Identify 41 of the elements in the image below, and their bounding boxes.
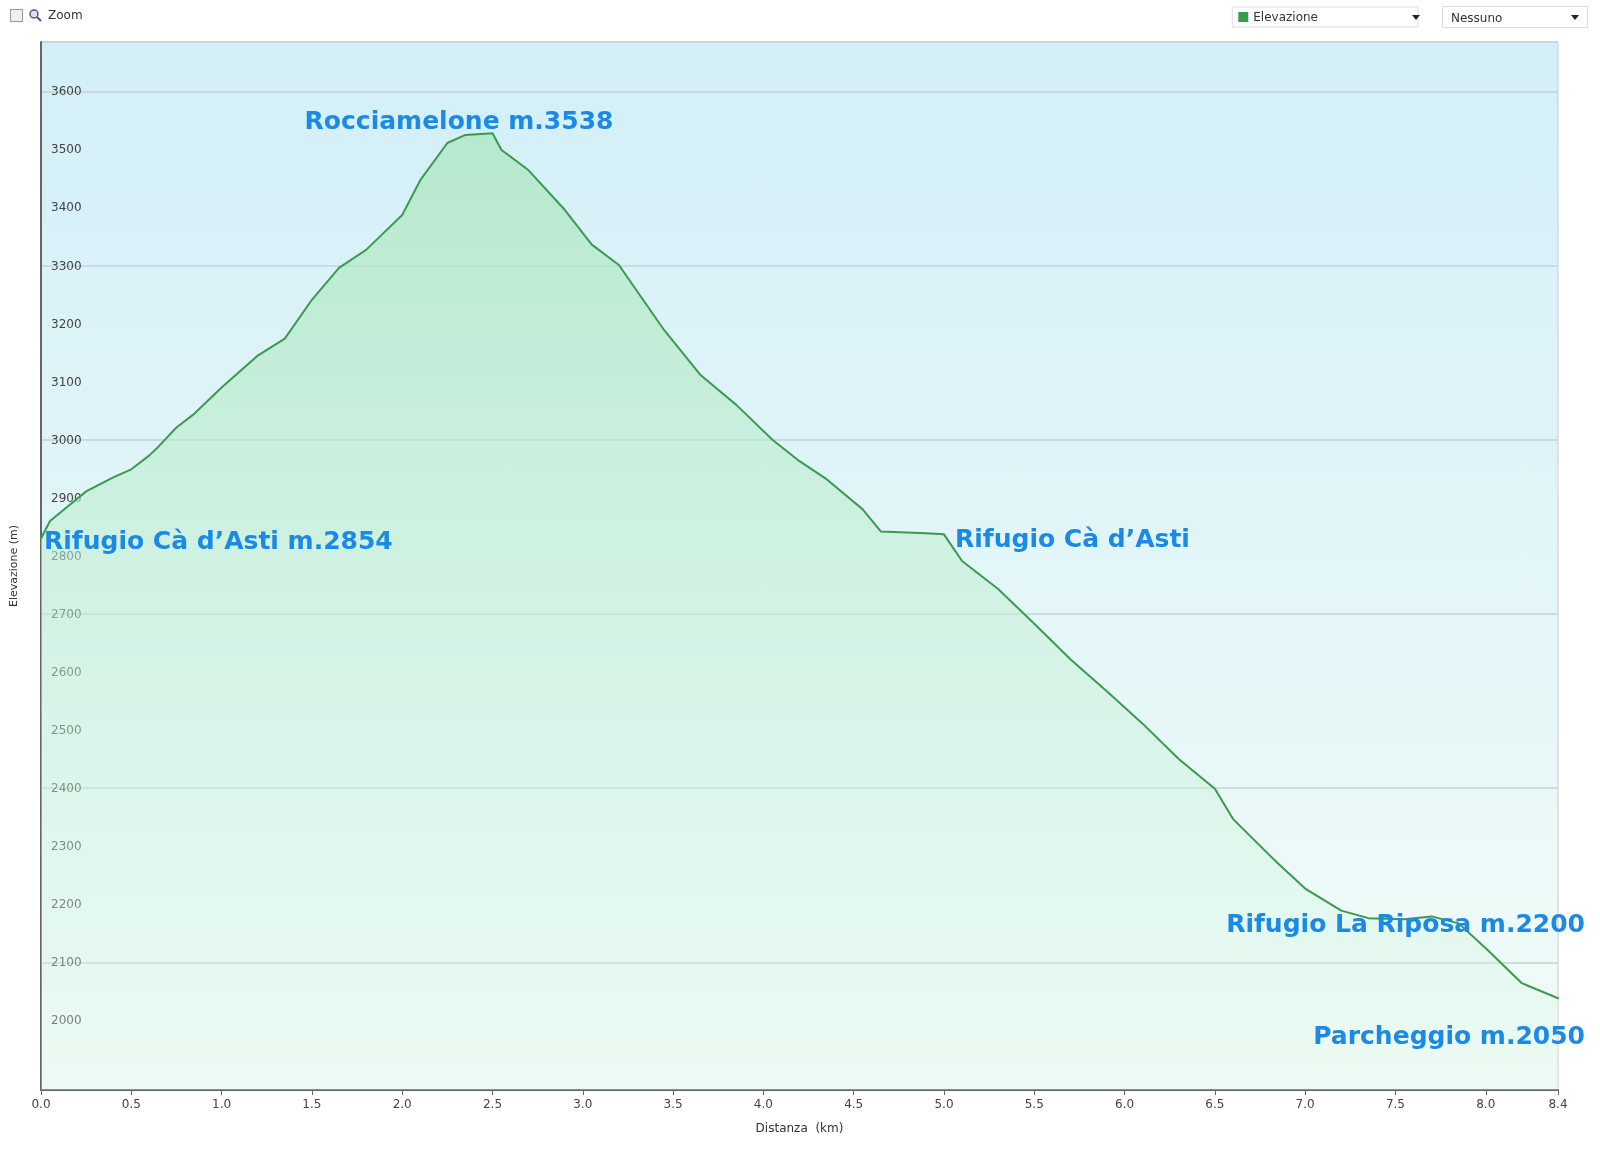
- x-tick-label: 3.0: [573, 1097, 593, 1111]
- annotation: Rocciamelone m.3538: [304, 105, 614, 135]
- x-tick-label: 7.5: [1385, 1097, 1406, 1111]
- y-tick-label: 3500: [51, 142, 82, 157]
- x-axis-title: Distanza (km): [755, 1121, 844, 1135]
- legend-label: Elevazione: [1253, 10, 1318, 24]
- x-tick-label: 2.5: [482, 1097, 503, 1111]
- x-tick-label: 4.5: [844, 1097, 864, 1111]
- text: Zoom: [48, 8, 83, 22]
- x-tick-label: 6.0: [1115, 1097, 1135, 1111]
- x-tick-label: 3.5: [663, 1097, 683, 1111]
- x-tick-label: 4.0: [753, 1097, 773, 1111]
- x-tick-label: 6.5: [1205, 1097, 1225, 1111]
- x-tick-label: 8.0: [1476, 1097, 1496, 1111]
- y-tick-label: 2700: [51, 606, 82, 621]
- annotation: Rifugio Cà d’Asti: [955, 523, 1190, 553]
- dropdown: Nessuno: [1442, 6, 1588, 28]
- y-tick-label: 2000: [51, 1013, 82, 1028]
- x-tick-label: 1.0: [212, 1097, 232, 1111]
- y-tick-label: 2300: [51, 839, 82, 854]
- y-tick-label: 3400: [51, 200, 82, 215]
- x-tick-label: 8.4: [1548, 1097, 1568, 1111]
- y-tick-label: 3000: [51, 432, 82, 447]
- y-tick-label: 2200: [51, 897, 82, 912]
- y-tick-label: 3200: [51, 316, 82, 331]
- x-tick-label: 5.0: [934, 1097, 954, 1111]
- y-tick-label: 2400: [51, 781, 82, 796]
- y-tick-label: 2500: [51, 723, 82, 738]
- y-tick-label: 2100: [51, 955, 82, 970]
- y-axis-title: Elevazione (m): [7, 524, 20, 608]
- y-tick-label: 3100: [51, 374, 82, 389]
- y-tick-label: 2600: [51, 664, 82, 679]
- y-tick-label: 3600: [51, 84, 82, 99]
- y-tick-label: 3300: [51, 258, 82, 273]
- x-tick-label: 0.0: [31, 1097, 51, 1111]
- x-tick-label: 7.0: [1295, 1097, 1315, 1111]
- x-tick-label: 2.0: [392, 1097, 412, 1111]
- x-tick-label: 1.5: [302, 1097, 322, 1111]
- annotation: Parcheggio m.2050: [1313, 1020, 1585, 1050]
- x-tick-label: 0.5: [121, 1097, 141, 1111]
- x-tick-label: 5.5: [1024, 1097, 1044, 1111]
